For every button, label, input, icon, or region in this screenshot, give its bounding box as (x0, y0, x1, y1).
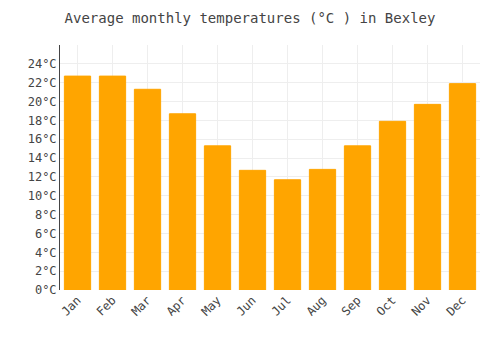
svg-text:2°C: 2°C (35, 264, 57, 278)
svg-text:Aug: Aug (304, 293, 329, 318)
svg-text:10°C: 10°C (28, 189, 57, 203)
svg-text:22°C: 22°C (28, 76, 57, 90)
svg-text:Average monthly temperatures (: Average monthly temperatures (°C ) in Be… (65, 10, 436, 26)
svg-text:12°C: 12°C (28, 170, 57, 184)
svg-text:Mar: Mar (129, 293, 154, 318)
svg-text:Jul: Jul (269, 293, 294, 318)
svg-text:0°C: 0°C (35, 283, 57, 297)
svg-text:4°C: 4°C (35, 246, 57, 260)
svg-text:6°C: 6°C (35, 227, 57, 241)
svg-text:18°C: 18°C (28, 114, 57, 128)
svg-text:Nov: Nov (409, 293, 434, 318)
svg-text:16°C: 16°C (28, 132, 57, 146)
svg-text:Dec: Dec (444, 293, 469, 318)
svg-text:Oct: Oct (374, 293, 399, 318)
svg-text:Sep: Sep (339, 293, 364, 318)
svg-text:Apr: Apr (164, 293, 189, 318)
svg-text:8°C: 8°C (35, 208, 57, 222)
svg-text:Feb: Feb (94, 293, 119, 318)
svg-text:Jan: Jan (59, 293, 84, 318)
svg-text:May: May (199, 293, 224, 318)
svg-text:Jun: Jun (234, 293, 259, 318)
svg-text:20°C: 20°C (28, 95, 57, 109)
svg-text:14°C: 14°C (28, 151, 57, 165)
svg-text:24°C: 24°C (28, 57, 57, 71)
